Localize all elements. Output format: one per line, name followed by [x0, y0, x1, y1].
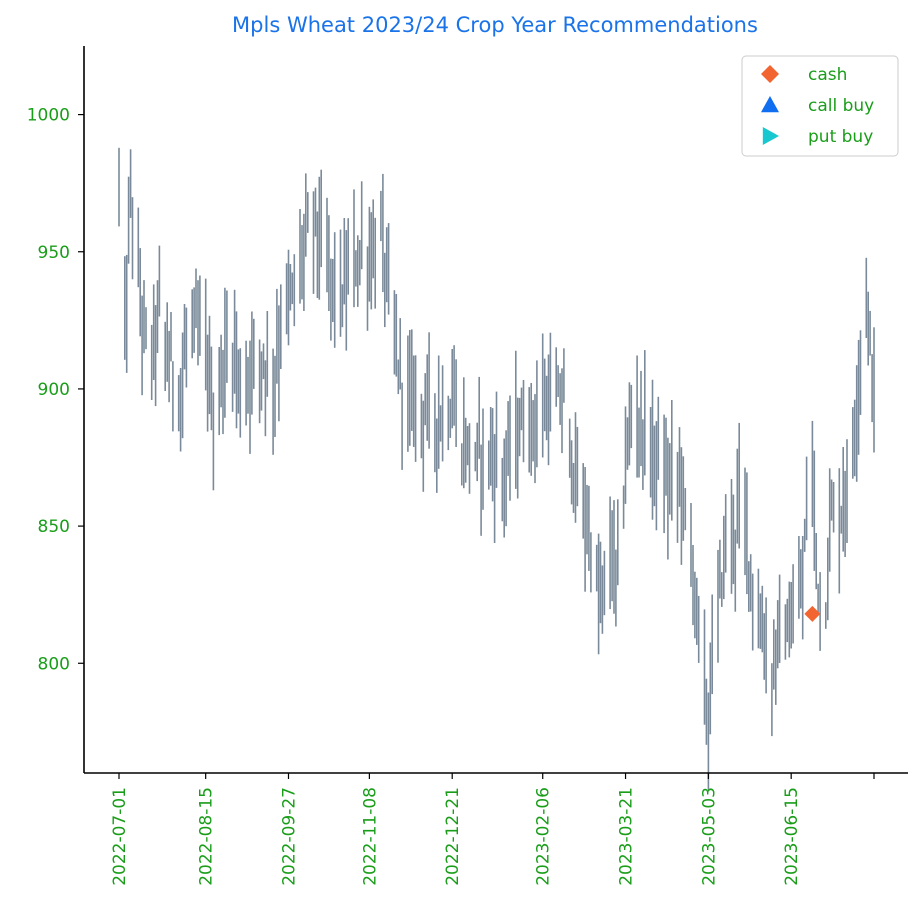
x-tick-label: 2023-06-15 [782, 787, 802, 886]
legend-label: cash [808, 65, 847, 85]
x-tick-label: 2022-09-27 [279, 787, 299, 886]
x-tick-label: 2023-05-03 [699, 787, 719, 886]
x-tick-label: 2022-08-15 [197, 787, 217, 886]
y-tick-label: 900 [38, 380, 70, 400]
x-tick-label: 2023-02-06 [534, 787, 554, 886]
chart-title: Mpls Wheat 2023/24 Crop Year Recommendat… [232, 13, 758, 37]
x-tick-label: 2023-03-21 [617, 787, 637, 886]
recommendation-markers [804, 605, 821, 622]
y-tick-label: 950 [38, 243, 70, 263]
x-axis-ticks: 2022-07-01 2022-08-15 2022-09-27 2022-11-08… [110, 773, 875, 886]
legend-triangle-up-icon [761, 96, 779, 113]
price-bars [118, 147, 875, 791]
y-tick-label: 800 [38, 654, 70, 674]
x-tick-label: 2022-11-08 [360, 787, 380, 886]
legend-label: put buy [808, 127, 873, 147]
cash-marker [804, 605, 821, 622]
x-tick-label: 2022-12-21 [443, 787, 463, 886]
y-axis-ticks: 800 850 900 950 1000 [27, 106, 84, 674]
y-tick-label: 850 [38, 517, 70, 537]
legend-triangle-right-icon [762, 127, 779, 145]
legend-diamond-icon [761, 65, 779, 83]
legend-frame [741, 55, 899, 157]
y-tick-label: 1000 [27, 106, 70, 126]
x-tick-label: 2022-07-01 [110, 787, 130, 886]
legend-label: call buy [808, 96, 874, 116]
legend: cash call buy put buy [741, 55, 899, 157]
